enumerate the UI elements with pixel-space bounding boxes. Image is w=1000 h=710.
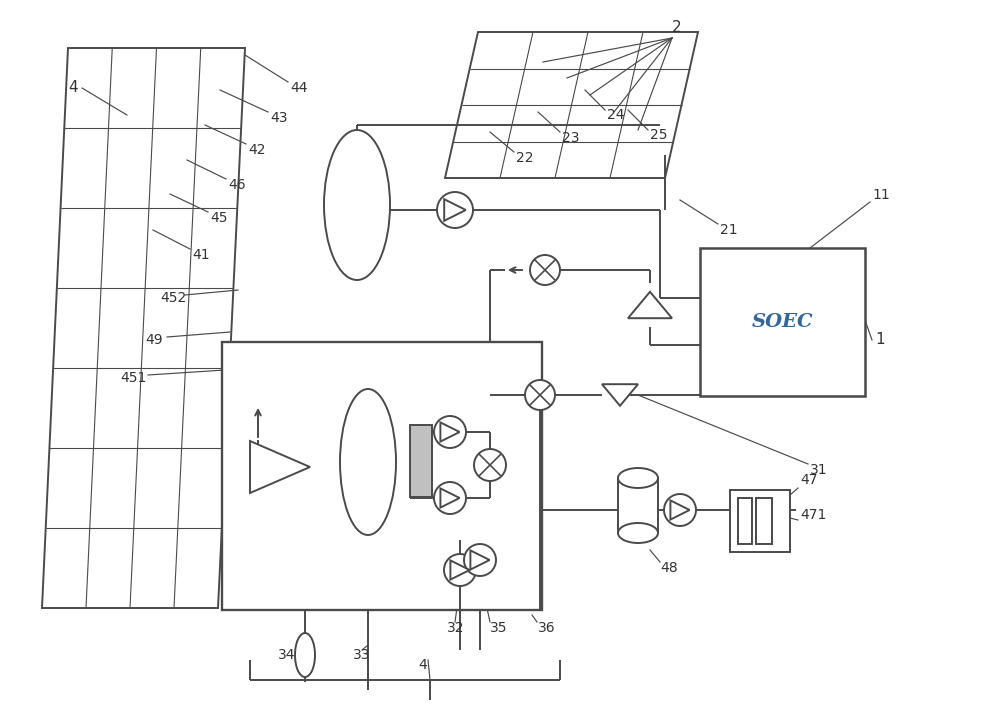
- Circle shape: [474, 449, 506, 481]
- Text: 45: 45: [210, 211, 228, 225]
- Text: 25: 25: [650, 128, 668, 142]
- Text: 31: 31: [810, 463, 828, 477]
- Text: 34: 34: [278, 648, 296, 662]
- Polygon shape: [628, 292, 672, 318]
- Circle shape: [464, 544, 496, 576]
- Polygon shape: [440, 422, 460, 442]
- Polygon shape: [602, 384, 638, 406]
- Circle shape: [664, 494, 696, 526]
- Text: 42: 42: [248, 143, 266, 157]
- Ellipse shape: [618, 468, 658, 488]
- Polygon shape: [250, 441, 310, 493]
- Circle shape: [437, 192, 473, 228]
- Bar: [756, 498, 772, 544]
- Bar: [618, 478, 658, 533]
- Ellipse shape: [618, 523, 658, 543]
- Polygon shape: [670, 501, 690, 520]
- Text: 22: 22: [516, 151, 534, 165]
- Circle shape: [444, 554, 476, 586]
- Text: 43: 43: [270, 111, 288, 125]
- Text: 471: 471: [800, 508, 826, 522]
- Text: 4: 4: [418, 658, 427, 672]
- Polygon shape: [470, 550, 490, 569]
- Polygon shape: [440, 488, 460, 508]
- Bar: [730, 490, 790, 552]
- Circle shape: [525, 380, 555, 410]
- Bar: [410, 425, 432, 497]
- Polygon shape: [42, 48, 245, 608]
- Text: 44: 44: [290, 81, 308, 95]
- Bar: [738, 498, 752, 544]
- Text: SOEC: SOEC: [752, 313, 813, 331]
- Text: 47: 47: [800, 473, 818, 487]
- Ellipse shape: [340, 389, 396, 535]
- Text: 11: 11: [872, 188, 890, 202]
- Text: 33: 33: [353, 648, 370, 662]
- Text: 48: 48: [660, 561, 678, 575]
- Text: 41: 41: [192, 248, 210, 262]
- Text: 451: 451: [120, 371, 146, 385]
- Text: 1: 1: [875, 332, 885, 347]
- Text: 24: 24: [607, 108, 624, 122]
- Text: 35: 35: [490, 621, 508, 635]
- Polygon shape: [450, 560, 470, 579]
- Circle shape: [530, 255, 560, 285]
- Polygon shape: [444, 200, 466, 221]
- Ellipse shape: [324, 130, 390, 280]
- Text: 23: 23: [562, 131, 580, 145]
- Bar: [222, 342, 542, 610]
- Text: 46: 46: [228, 178, 246, 192]
- Text: 452: 452: [160, 291, 186, 305]
- Text: 32: 32: [447, 621, 464, 635]
- Text: 4: 4: [68, 80, 78, 96]
- Bar: [700, 248, 865, 396]
- Text: 36: 36: [538, 621, 556, 635]
- Circle shape: [434, 416, 466, 448]
- Ellipse shape: [295, 633, 315, 677]
- Text: 2: 2: [672, 21, 682, 36]
- Circle shape: [434, 482, 466, 514]
- Text: 49: 49: [145, 333, 163, 347]
- Text: 21: 21: [720, 223, 738, 237]
- Polygon shape: [445, 32, 698, 178]
